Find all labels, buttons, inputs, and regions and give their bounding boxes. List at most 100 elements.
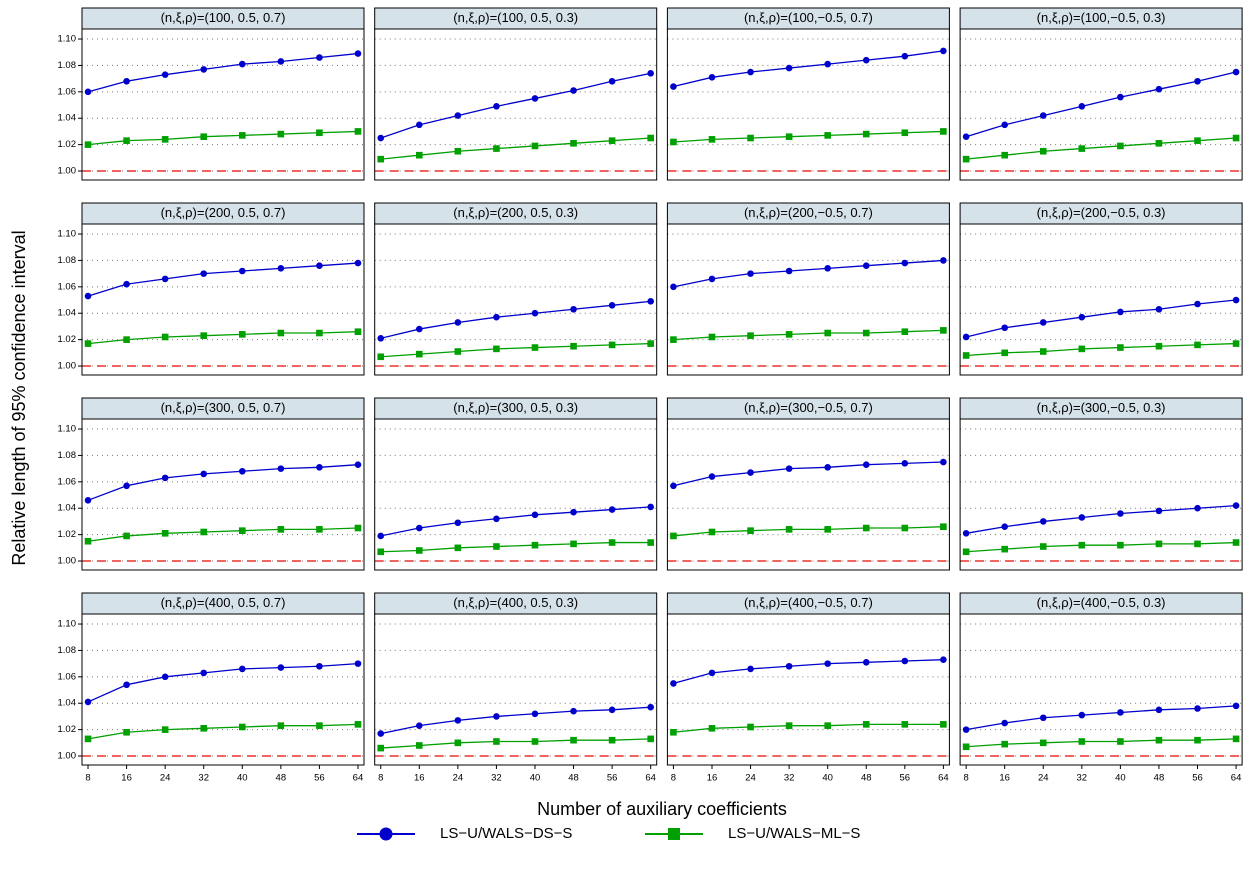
marker <box>277 329 285 337</box>
panel-frame <box>959 28 1243 181</box>
marker <box>415 742 423 749</box>
marker <box>1117 738 1124 745</box>
series: LS−U/WALS−DS−S <box>670 656 947 687</box>
marker <box>940 257 947 264</box>
line <box>966 738 1237 748</box>
marker <box>238 467 246 475</box>
line <box>87 527 358 542</box>
x-tick-label: 32 <box>198 773 209 784</box>
marker <box>161 530 169 537</box>
line <box>380 300 651 339</box>
panel-frame <box>666 418 950 571</box>
marker <box>570 707 577 715</box>
marker <box>1194 77 1201 85</box>
marker <box>608 736 616 744</box>
panel-frame <box>374 418 658 571</box>
marker <box>962 726 970 733</box>
panel-title: (n,ξ,ρ)=(100,−0.5, 0.7) <box>744 10 873 25</box>
marker <box>570 540 577 548</box>
panel-title: (n,ξ,ρ)=(400, 0.5, 0.3) <box>453 595 578 610</box>
y-tick-label: 1.02 <box>58 334 77 345</box>
marker <box>200 725 208 732</box>
marker <box>1155 507 1163 515</box>
marker <box>940 721 947 728</box>
marker <box>747 134 754 142</box>
x-tick-label: 32 <box>1077 773 1088 784</box>
series: LS−U/WALS−ML−S <box>377 539 654 556</box>
line <box>87 331 358 345</box>
y-tick-label: 1.04 <box>58 503 77 514</box>
x-tick-label: 48 <box>276 773 287 784</box>
marker <box>1155 305 1163 313</box>
y-tick-label: 1.00 <box>58 361 77 372</box>
marker <box>277 526 285 533</box>
series: LS−U/WALS−DS−S <box>84 50 362 96</box>
y-tick-label: 1.00 <box>58 556 77 567</box>
marker <box>824 60 831 68</box>
marker <box>1232 539 1240 546</box>
y-tick-label: 1.04 <box>58 308 77 319</box>
series: LS−U/WALS−DS−S <box>670 257 947 291</box>
marker <box>238 331 246 338</box>
marker <box>1039 319 1047 326</box>
marker <box>647 703 654 711</box>
line <box>673 50 944 88</box>
marker <box>940 47 947 55</box>
marker <box>1117 541 1124 549</box>
panel-title: (n,ξ,ρ)=(300,−0.5, 0.7) <box>744 400 873 415</box>
line <box>966 504 1237 534</box>
marker <box>1232 68 1240 76</box>
marker <box>1117 308 1124 316</box>
marker <box>1078 145 1086 152</box>
marker <box>238 267 246 275</box>
marker <box>84 292 92 300</box>
panel-frame <box>666 613 950 766</box>
series: LS−U/WALS−DS−S <box>670 458 947 490</box>
marker <box>123 77 130 85</box>
marker <box>123 728 130 736</box>
marker <box>708 74 716 81</box>
x-tick-label: 40 <box>530 773 541 784</box>
marker <box>493 103 500 110</box>
marker <box>123 482 130 490</box>
marker <box>1078 313 1086 321</box>
marker <box>570 87 577 94</box>
series: LS−U/WALS−ML−S <box>84 524 362 545</box>
marker <box>1232 702 1240 710</box>
marker <box>647 70 654 77</box>
x-tick-label: 64 <box>353 773 364 784</box>
panel-frame <box>81 418 365 571</box>
marker <box>161 726 169 733</box>
x-tick-label: 56 <box>607 773 618 784</box>
marker <box>316 526 323 533</box>
marker <box>454 739 462 747</box>
marker <box>962 352 970 359</box>
y-tick-label: 1.08 <box>58 60 77 71</box>
panel-title: (n,ξ,ρ)=(200,−0.5, 0.3) <box>1037 205 1166 220</box>
marker <box>316 262 323 270</box>
marker <box>531 541 539 549</box>
series: LS−U/WALS−DS−S <box>962 68 1240 141</box>
marker <box>123 532 130 540</box>
series: LS−U/WALS−DS−S <box>84 259 362 300</box>
x-tick-label: 48 <box>861 773 872 784</box>
marker <box>377 730 385 737</box>
marker <box>493 713 500 720</box>
marker <box>1155 706 1163 714</box>
marker <box>570 140 577 147</box>
marker <box>454 544 462 552</box>
series: LS−U/WALS−ML−S <box>962 134 1240 163</box>
series: LS−U/WALS−DS−S <box>962 702 1240 733</box>
marker <box>1155 140 1163 147</box>
marker <box>161 275 169 283</box>
marker <box>862 659 870 666</box>
marker <box>1001 740 1008 748</box>
marker <box>1039 147 1047 155</box>
marker <box>200 270 208 277</box>
x-tick-label: 64 <box>1231 773 1242 784</box>
marker <box>901 721 909 728</box>
line <box>87 130 358 146</box>
marker <box>1001 151 1008 159</box>
marker <box>747 469 754 476</box>
line <box>965 71 1237 138</box>
